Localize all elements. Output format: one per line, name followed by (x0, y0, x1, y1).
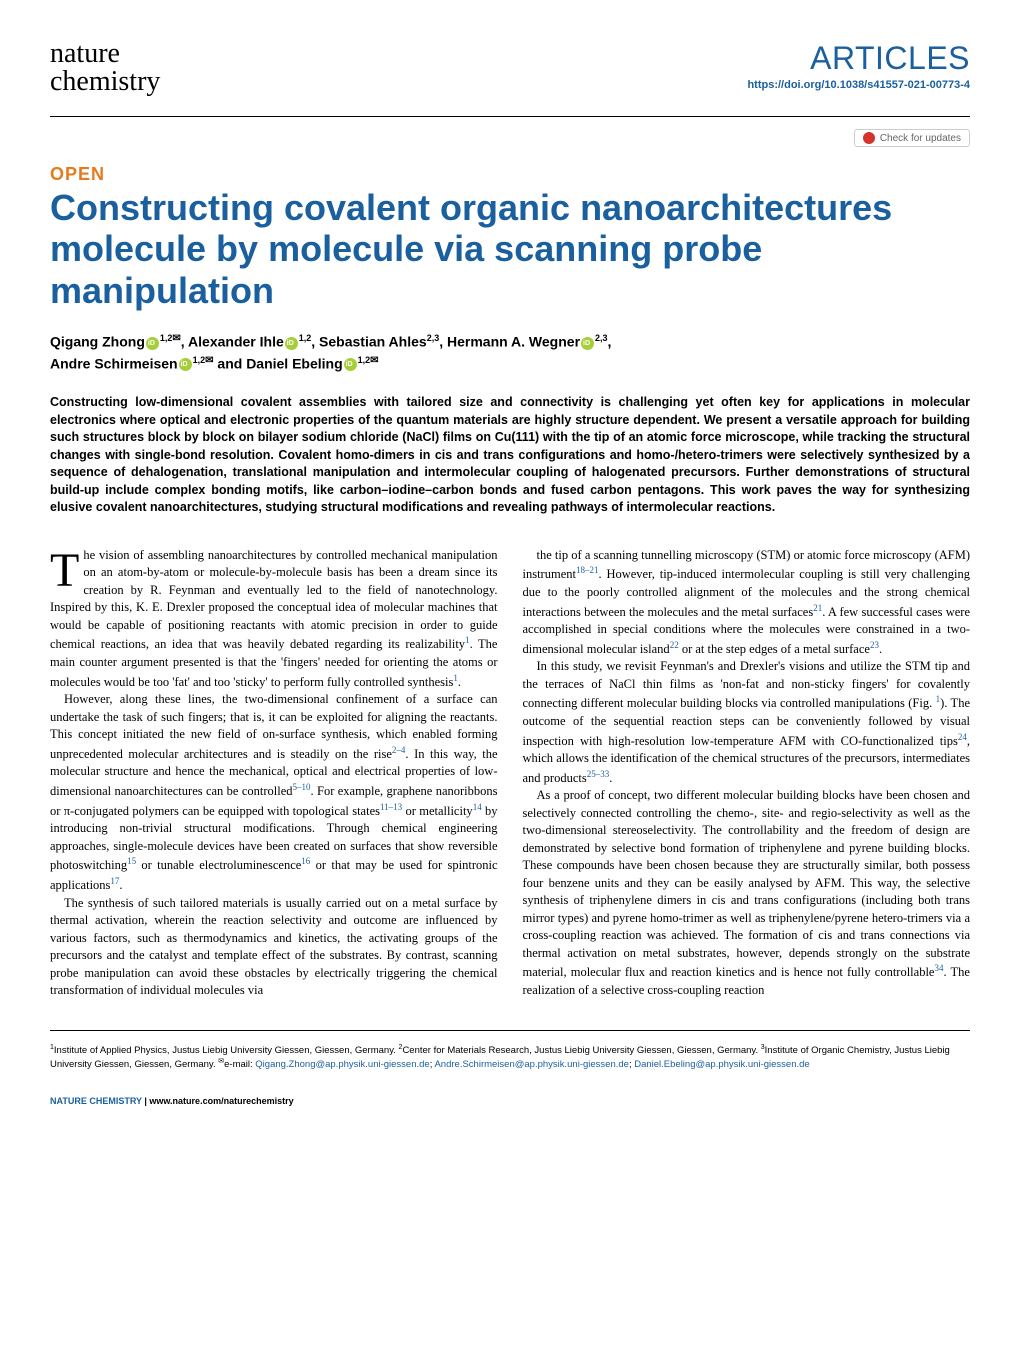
doi-link[interactable]: https://doi.org/10.1038/s41557-021-00773… (747, 79, 970, 91)
mail-icon (370, 355, 378, 365)
body-text-span: or metallicity (402, 804, 473, 818)
orcid-icon[interactable] (581, 337, 594, 350)
check-updates-row: Check for updates (50, 129, 970, 149)
author-6-affil: 1,2 (358, 355, 371, 365)
abstract: Constructing low-dimensional covalent as… (50, 394, 970, 517)
ref-link[interactable]: 22 (670, 640, 679, 650)
email-label: e-mail: (224, 1059, 255, 1070)
footer-journal: NATURE CHEMISTRY (50, 1096, 142, 1106)
affil-2: Center for Materials Research, Justus Li… (402, 1045, 760, 1056)
orcid-icon[interactable] (146, 337, 159, 350)
affil-1: Institute of Applied Physics, Justus Lie… (54, 1045, 399, 1056)
open-access-label: OPEN (50, 164, 970, 185)
ref-link[interactable]: 5–10 (293, 782, 311, 792)
body-text-span: As a proof of concept, two different mol… (523, 788, 971, 979)
author-3-affil: 2,3 (427, 333, 440, 343)
ref-link[interactable]: 18–21 (576, 565, 599, 575)
body-paragraph-4: the tip of a scanning tunnelling microsc… (523, 547, 971, 658)
dropcap: T (50, 547, 83, 592)
body-text-span: he vision of assembling nanoarchitecture… (50, 548, 498, 652)
ref-link[interactable]: 14 (473, 802, 482, 812)
author-4: Hermann A. Wegner (447, 334, 580, 350)
ref-link[interactable]: 25–33 (587, 769, 610, 779)
orcid-icon[interactable] (179, 358, 192, 371)
author-2-affil: 1,2 (299, 333, 312, 343)
journal-logo: nature chemistry (50, 40, 160, 96)
articles-label: ARTICLES (747, 40, 970, 77)
body-paragraph-5: In this study, we revisit Feynman's and … (523, 658, 971, 787)
ref-link[interactable]: 24 (958, 732, 967, 742)
ref-link[interactable]: 21 (813, 603, 822, 613)
body-paragraph-6: As a proof of concept, two different mol… (523, 787, 971, 999)
ref-link[interactable]: 11–13 (380, 802, 402, 812)
body-text-span: . (119, 878, 122, 892)
mail-icon (172, 333, 180, 343)
body-text-span: In this study, we revisit Feynman's and … (523, 659, 971, 710)
body-paragraph-1: The vision of assembling nanoarchitectur… (50, 547, 498, 691)
author-5: Andre Schirmeisen (50, 355, 178, 371)
body-text-span: or at the step edges of a metal surface (679, 642, 870, 656)
author-3: Sebastian Ahles (319, 334, 427, 350)
body-text-span: or tunable electroluminescence (136, 858, 301, 872)
page-footer: NATURE CHEMISTRY | www.nature.com/nature… (50, 1096, 970, 1106)
author-5-affil: 1,2 (193, 355, 206, 365)
author-1: Qigang Zhong (50, 334, 145, 350)
body-text-span: . (458, 675, 461, 689)
body-text-span: . (609, 771, 612, 785)
author-2: Alexander Ihle (188, 334, 284, 350)
email-link-3[interactable]: Daniel.Ebeling@ap.physik.uni-giessen.de (634, 1059, 809, 1070)
journal-name-2: chemistry (50, 68, 160, 96)
check-updates-badge[interactable]: Check for updates (854, 129, 970, 147)
mail-icon (205, 355, 213, 365)
orcid-icon[interactable] (285, 337, 298, 350)
author-1-affil: 1,2 (160, 333, 173, 343)
body-paragraph-2: However, along these lines, the two-dime… (50, 691, 498, 894)
header-divider (50, 116, 970, 117)
body-text: The vision of assembling nanoarchitectur… (50, 547, 970, 1000)
article-title: Constructing covalent organic nanoarchit… (50, 187, 970, 311)
footer-url: www.nature.com/naturechemistry (149, 1096, 293, 1106)
ref-link[interactable]: 16 (301, 856, 310, 866)
ref-link[interactable]: 2–4 (392, 745, 406, 755)
author-4-affil: 2,3 (595, 333, 608, 343)
ref-link[interactable]: 15 (127, 856, 136, 866)
orcid-icon[interactable] (344, 358, 357, 371)
author-list: Qigang Zhong1,2, Alexander Ihle1,2, Seba… (50, 331, 970, 374)
author-6: Daniel Ebeling (246, 355, 342, 371)
email-link-2[interactable]: Andre.Schirmeisen@ap.physik.uni-giessen.… (434, 1059, 628, 1070)
body-paragraph-3: The synthesis of such tailored materials… (50, 895, 498, 1000)
body-text-span: . (879, 642, 882, 656)
affiliations: 1Institute of Applied Physics, Justus Li… (50, 1030, 970, 1072)
header-row: nature chemistry ARTICLES https://doi.or… (50, 40, 970, 96)
ref-link[interactable]: 23 (870, 640, 879, 650)
journal-name-1: nature (50, 40, 160, 68)
articles-block: ARTICLES https://doi.org/10.1038/s41557-… (747, 40, 970, 91)
email-link-1[interactable]: Qigang.Zhong@ap.physik.uni-giessen.de (255, 1059, 429, 1070)
